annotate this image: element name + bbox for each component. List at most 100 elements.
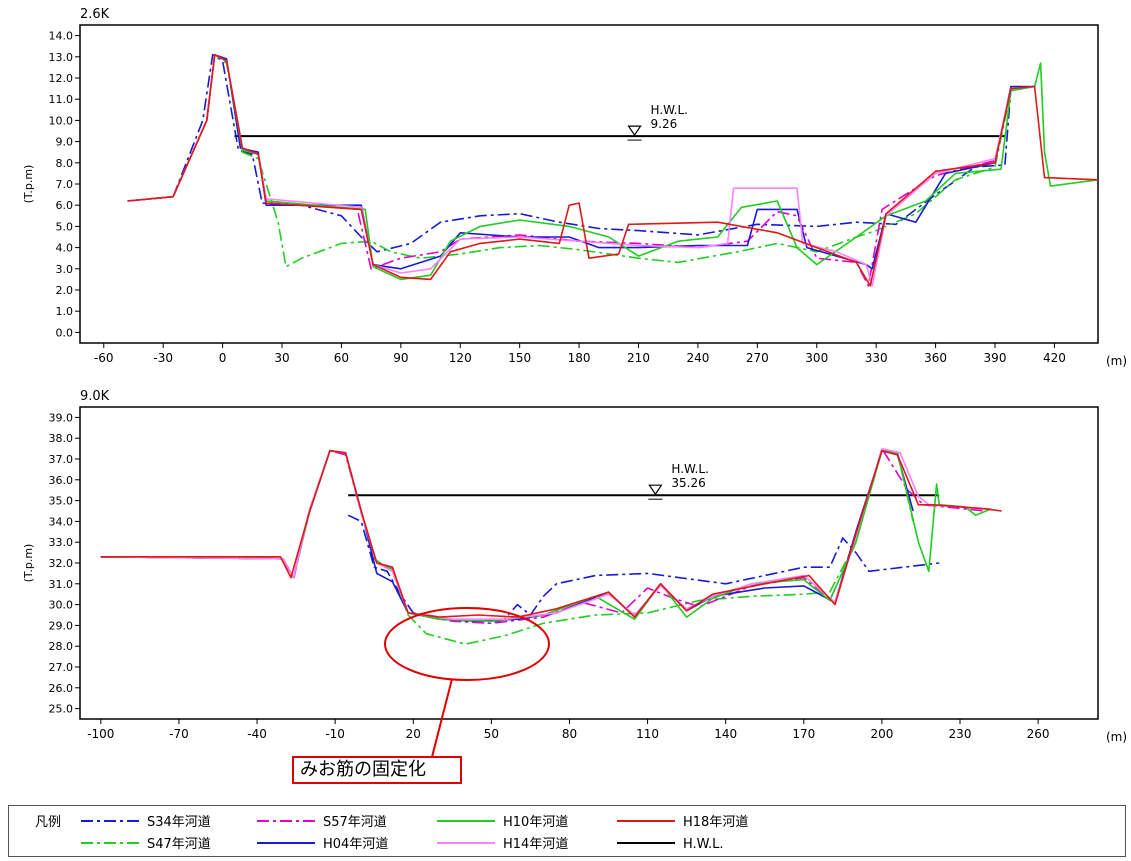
x-tick-label: -10	[325, 727, 345, 741]
annotation-text: みお筋の固定化	[300, 759, 426, 780]
series-line	[127, 53, 1035, 270]
series-line	[100, 449, 992, 622]
y-tick-label: 25.0	[49, 703, 74, 716]
hwl-value-label: 9.26	[651, 117, 678, 131]
legend-label-HWL: H.W.L.	[683, 837, 724, 852]
x-tick-label: 20	[406, 727, 421, 741]
y-axis-label: (T.p.m)	[22, 544, 35, 583]
series-line	[100, 449, 1002, 618]
y-tick-label: 0.0	[56, 326, 74, 339]
x-tick-label: 200	[870, 727, 893, 741]
x-unit-label: (m)	[1106, 354, 1127, 368]
plot-frame	[79, 406, 1099, 720]
annotation-callout: みお筋の固定化	[292, 756, 462, 784]
y-tick-label: 11.0	[49, 93, 74, 106]
x-tick-label: 300	[805, 351, 828, 365]
legend: 凡例 S34年河道 S57年河道 H10年河道 H18年河道 S47年河道 H04年河道 H1…	[35, 815, 748, 852]
hwl-label: H.W.L.	[671, 462, 708, 476]
x-tick-label: -40	[247, 727, 267, 741]
x-tick-label: 80	[562, 727, 577, 741]
y-tick-label: 31.0	[49, 578, 74, 591]
chart-title: 2.6K	[80, 7, 110, 22]
x-tick-label: 0	[219, 351, 227, 365]
x-tick-label: 210	[627, 351, 650, 365]
series-line	[100, 449, 914, 645]
y-tick-label: 3.0	[56, 263, 74, 276]
x-tick-label: 230	[949, 727, 972, 741]
x-tick-label: 50	[484, 727, 499, 741]
y-tick-label: 39.0	[49, 411, 74, 424]
y-tick-label: 33.0	[49, 536, 74, 549]
x-tick-label: 170	[792, 727, 815, 741]
x-tick-label: 360	[924, 351, 947, 365]
y-tick-label: 32.0	[49, 557, 74, 570]
x-tick-label: 30	[274, 351, 289, 365]
series-line	[127, 53, 1035, 268]
x-tick-label: 240	[686, 351, 709, 365]
y-tick-label: 9.0	[56, 136, 74, 149]
series-line	[100, 447, 987, 625]
y-tick-label: 4.0	[56, 242, 74, 255]
legend-label-H10: H10年河道	[503, 815, 568, 830]
cross-section-chart-9-0k: 9.0K 25.0 26.0 27.0 28.0 29.0 30.0 31.0 32.0 33.0…	[22, 389, 1127, 758]
y-tick-label: 13.0	[49, 51, 74, 64]
y-tick-label: 5.0	[56, 220, 74, 233]
x-tick-label: -30	[153, 351, 173, 365]
x-tick-label: 270	[746, 351, 769, 365]
cross-section-chart-2-6k: 2.6K 0.0 1.0 2.0 3.0 4.0 5.0 6.0 7.0 8.0 9.0 10.0 11…	[22, 7, 1127, 368]
x-tick-label: 180	[568, 351, 591, 365]
y-tick-label: 8.0	[56, 157, 74, 170]
y-tick-label: 26.0	[49, 682, 74, 695]
x-tick-label: 260	[1027, 727, 1050, 741]
series-line	[100, 449, 914, 622]
hwl-triangle-icon	[648, 484, 663, 496]
x-tick-label: -60	[94, 351, 114, 365]
legend-label-H04: H04年河道	[323, 837, 388, 852]
y-tick-label: 37.0	[49, 453, 74, 466]
series-line	[127, 53, 1099, 287]
x-tick-label: 330	[865, 351, 888, 365]
legend-title: 凡例	[35, 815, 61, 830]
series-line	[127, 53, 1035, 253]
y-tick-label: 14.0	[49, 30, 74, 43]
y-tick-label: 6.0	[56, 199, 74, 212]
y-axis-label: (T.p.m)	[22, 165, 35, 204]
callout-leader-line	[431, 678, 453, 758]
x-tick-label: 390	[984, 351, 1007, 365]
x-tick-label: 90	[393, 351, 408, 365]
y-tick-label: 10.0	[49, 114, 74, 127]
y-tick-label: 12.0	[49, 72, 74, 85]
y-tick-label: 7.0	[56, 178, 74, 191]
legend-label-S57: S57年河道	[323, 815, 387, 830]
x-tick-label: 140	[714, 727, 737, 741]
y-tick-label: 34.0	[49, 515, 74, 528]
callout-ellipse	[384, 607, 550, 681]
series-line	[127, 53, 1099, 281]
y-tick-label: 29.0	[49, 619, 74, 632]
chart-title: 9.0K	[80, 389, 110, 404]
legend-label-H18: H18年河道	[683, 815, 748, 830]
legend-label-S34: S34年河道	[147, 815, 211, 830]
y-tick-label: 2.0	[56, 284, 74, 297]
x-tick-label: 150	[508, 351, 531, 365]
series-line	[127, 53, 1035, 287]
y-tick-label: 28.0	[49, 640, 74, 653]
y-tick-label: 36.0	[49, 474, 74, 487]
x-unit-label: (m)	[1106, 730, 1127, 744]
hwl-value-label: 35.26	[671, 476, 705, 490]
x-tick-label: 420	[1043, 351, 1066, 365]
x-tick-label: 110	[636, 727, 659, 741]
legend-box: 凡例 S34年河道 S57年河道 H10年河道 H18年河道 S47年河道 H04年河道 H1…	[8, 805, 1126, 857]
legend-label-H14: H14年河道	[503, 837, 568, 852]
y-tick-label: 1.0	[56, 305, 74, 318]
y-tick-label: 27.0	[49, 661, 74, 674]
x-tick-label: 60	[334, 351, 349, 365]
hwl-label: H.W.L.	[651, 103, 688, 117]
y-tick-label: 30.0	[49, 599, 74, 612]
y-tick-label: 38.0	[49, 432, 74, 445]
legend-label-S47: S47年河道	[147, 837, 211, 852]
plot-frame	[79, 24, 1099, 344]
y-tick-label: 35.0	[49, 495, 74, 508]
series-line	[127, 53, 1035, 287]
hwl-triangle-icon	[627, 125, 642, 137]
